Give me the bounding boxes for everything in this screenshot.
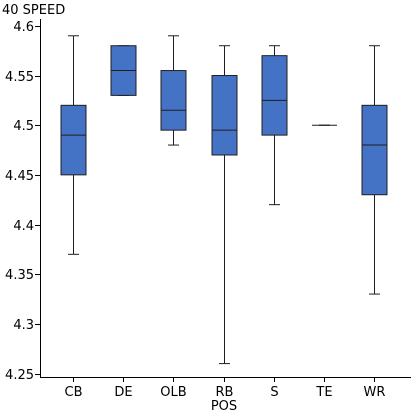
y-axis-ticks: 4.25 4.3 4.35 4.4 4.45 4.5 4.55 4.6 — [5, 20, 40, 383]
y-tick-label: 4.25 — [5, 368, 34, 383]
box-cb — [60, 35, 87, 255]
y-tick-label: 4.3 — [13, 318, 34, 333]
iqr-box — [160, 70, 187, 131]
box-olb — [160, 35, 187, 146]
x-tick-label: S — [270, 385, 278, 400]
iqr-box — [211, 75, 238, 156]
x-axis-title: POS — [211, 399, 237, 414]
y-tick-label: 4.4 — [13, 219, 34, 234]
y-tick-label: 4.35 — [5, 268, 34, 283]
y-tick-label: 4.55 — [5, 70, 34, 85]
y-tick-label: 4.5 — [13, 119, 34, 134]
box-s — [261, 45, 288, 206]
box-wr — [361, 45, 388, 295]
y-tick-label: 4.6 — [13, 20, 34, 35]
x-tick-label: WR — [364, 385, 386, 400]
x-axis-ticks: CB DE OLB RB S TE WR — [65, 377, 386, 400]
iqr-box — [60, 104, 87, 176]
x-tick-label: DE — [114, 385, 132, 400]
y-tick-label: 4.45 — [5, 169, 34, 184]
iqr-box — [361, 104, 388, 196]
x-tick-label: OLB — [160, 385, 186, 400]
iqr-box — [261, 55, 288, 136]
boxes — [60, 35, 388, 365]
box-rb — [211, 45, 238, 365]
x-tick-label: TE — [315, 385, 332, 400]
x-tick-label: RB — [216, 385, 234, 400]
box-de — [110, 45, 137, 96]
x-tick-label: CB — [65, 385, 83, 400]
y-axis-title: 40 SPEED — [2, 3, 65, 18]
